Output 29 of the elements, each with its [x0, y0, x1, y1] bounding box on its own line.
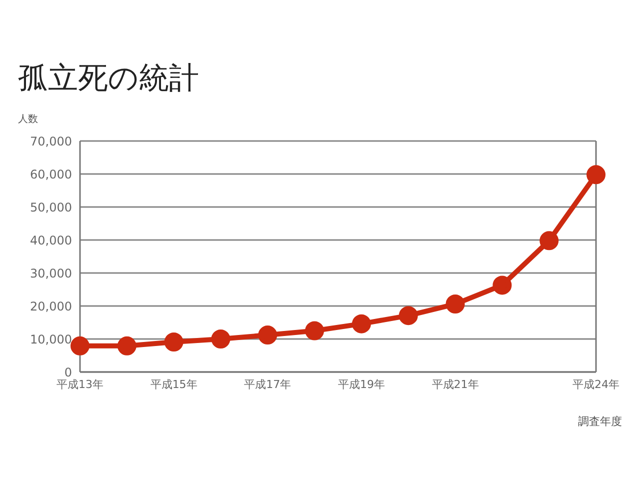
point [305, 321, 324, 340]
point [211, 330, 230, 348]
y-tick-label: 10,000 [30, 332, 72, 346]
y-tick-label: 0 [64, 365, 72, 380]
y-axis-title: 人数 [18, 113, 38, 126]
point [164, 332, 184, 352]
x-axis-title: 調査年度 [578, 414, 622, 429]
x-tick-label: 平成21年 [432, 378, 479, 391]
point [492, 276, 512, 295]
y-tick-label: 20,000 [30, 299, 72, 314]
y-tick-label: 40,000 [30, 233, 72, 248]
y-tick-label: 70,000 [30, 134, 72, 148]
point [117, 336, 136, 356]
y-tick-label: 50,000 [30, 200, 72, 214]
y-tick-label: 60,000 [30, 167, 72, 182]
chart-title: 孤立死の統計 [18, 60, 199, 98]
point [352, 314, 371, 334]
point [258, 326, 278, 345]
y-tick-label: 30,000 [30, 266, 72, 280]
point [540, 231, 559, 250]
x-tick-label: 平成19年 [338, 378, 385, 391]
x-tick-label: 平成24年 [572, 378, 620, 391]
x-tick-label: 平成13年 [56, 378, 104, 391]
point [446, 294, 465, 314]
x-tick-label: 平成15年 [150, 378, 198, 391]
point [70, 336, 90, 356]
x-tick-label: 平成17年 [244, 378, 292, 391]
point [398, 306, 418, 326]
point [586, 165, 606, 184]
